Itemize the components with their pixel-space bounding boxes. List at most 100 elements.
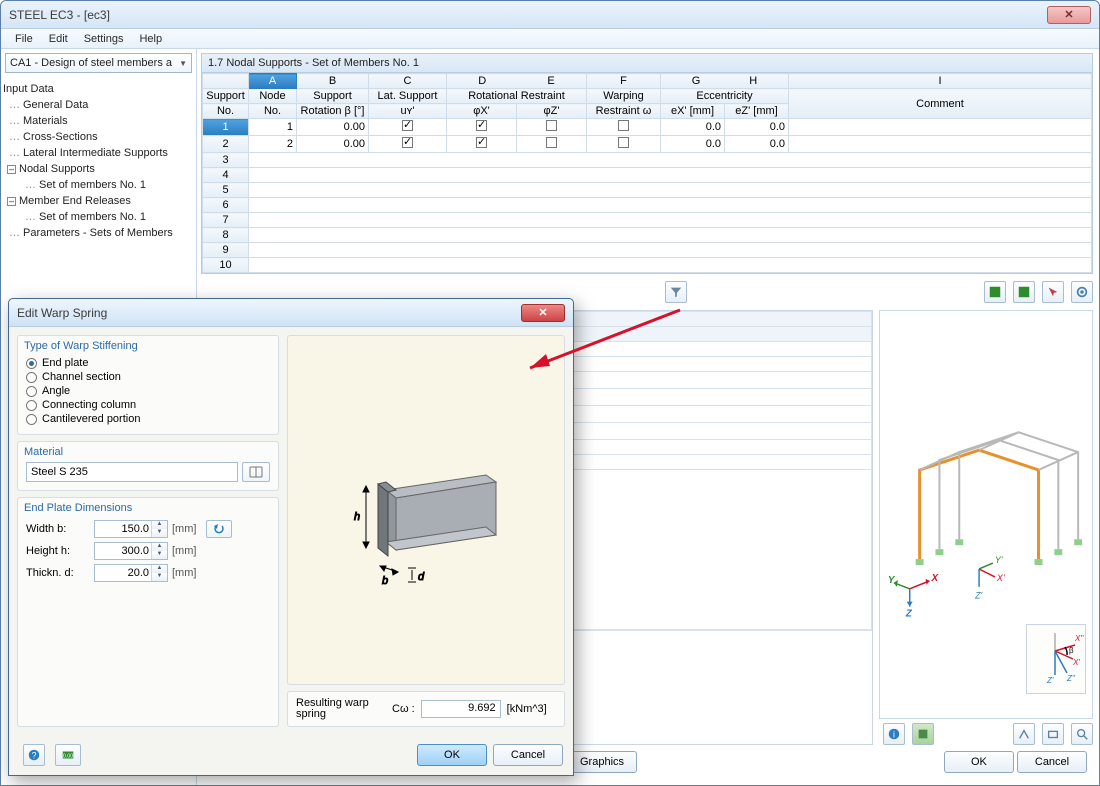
svg-text:d: d: [418, 571, 425, 583]
frame-button[interactable]: [1042, 723, 1064, 745]
menu-settings[interactable]: Settings: [76, 31, 132, 47]
tree-member-releases[interactable]: –Member End Releases: [3, 193, 194, 209]
axis-button[interactable]: [1013, 723, 1035, 745]
tree-general-data[interactable]: General Data: [3, 97, 194, 113]
spin-up-icon[interactable]: ▲: [152, 521, 167, 529]
graphics-button[interactable]: Graphics: [567, 751, 637, 773]
info-button[interactable]: i: [883, 723, 905, 745]
supports-grid[interactable]: A B C D E F G H I Support Node Suppo: [201, 73, 1093, 274]
spin-down-icon[interactable]: ▼: [152, 529, 167, 537]
menu-help[interactable]: Help: [131, 31, 170, 47]
tree-set-members-1a[interactable]: Set of members No. 1: [3, 177, 194, 193]
tree-root[interactable]: Input Data: [3, 81, 194, 97]
checkbox-icon[interactable]: [546, 120, 557, 131]
width-input[interactable]: [95, 521, 151, 537]
checkbox-icon[interactable]: [402, 120, 413, 131]
case-combo[interactable]: CA1 - Design of steel members a: [5, 53, 192, 73]
tree-set-members-1b[interactable]: Set of members No. 1: [3, 209, 194, 225]
tree-parameters[interactable]: Parameters - Sets of Members: [3, 225, 194, 241]
dimensions-group: End Plate Dimensions Width b: ▲▼ [mm] He…: [17, 497, 279, 727]
checkbox-icon[interactable]: [546, 137, 557, 148]
radio-icon[interactable]: [26, 372, 37, 383]
dialog-cancel-button[interactable]: Cancel: [493, 744, 563, 766]
spin-down-icon[interactable]: ▼: [152, 573, 167, 581]
grid-row-empty[interactable]: 9: [203, 243, 1092, 258]
col-c[interactable]: C: [369, 74, 447, 89]
main-cancel-button[interactable]: Cancel: [1017, 751, 1087, 773]
width-spinner[interactable]: ▲▼: [94, 520, 168, 538]
3d-viewport[interactable]: X Y Z X' Y' Z': [879, 310, 1093, 719]
option-angle[interactable]: Angle: [26, 384, 270, 398]
radio-icon[interactable]: [26, 414, 37, 425]
col-b[interactable]: B: [297, 74, 369, 89]
help-button[interactable]: ?: [23, 744, 45, 766]
grid-row-empty[interactable]: 5: [203, 183, 1092, 198]
pick-button[interactable]: [1042, 281, 1064, 303]
material-library-button[interactable]: [242, 462, 270, 482]
checkbox-icon[interactable]: [476, 120, 487, 131]
option-end-plate[interactable]: End plate: [26, 356, 270, 370]
checkbox-icon[interactable]: [476, 137, 487, 148]
tree-cross-sections[interactable]: Cross-Sections: [3, 129, 194, 145]
grid-row-empty[interactable]: 4: [203, 168, 1092, 183]
window-close-button[interactable]: ✕: [1047, 6, 1091, 24]
excel-import-button[interactable]: X: [1013, 281, 1035, 303]
window-title: STEEL EC3 - [ec3]: [9, 8, 110, 22]
spin-up-icon[interactable]: ▲: [152, 543, 167, 551]
zoom-button[interactable]: [1071, 723, 1093, 745]
svg-text:Z': Z': [1046, 676, 1054, 685]
col-g[interactable]: G H: [661, 74, 789, 89]
main-ok-button[interactable]: OK: [944, 751, 1014, 773]
grid-row-empty[interactable]: 7: [203, 213, 1092, 228]
tree-materials[interactable]: Materials: [3, 113, 194, 129]
material-input[interactable]: [26, 462, 238, 482]
tree-nodal-supports[interactable]: –Nodal Supports: [3, 161, 194, 177]
grid-row-empty[interactable]: 3: [203, 153, 1092, 168]
col-f[interactable]: F: [587, 74, 661, 89]
radio-icon[interactable]: [26, 358, 37, 369]
radio-icon[interactable]: [26, 400, 37, 411]
material-group: Material: [17, 441, 279, 491]
dim-height-label: Height h:: [26, 545, 90, 557]
warp-spring-dialog: Edit Warp Spring ✕ Type of Warp Stiffeni…: [8, 298, 574, 776]
filter-button[interactable]: [665, 281, 687, 303]
svg-text:X: X: [992, 289, 998, 298]
dialog-close-button[interactable]: ✕: [521, 304, 565, 322]
menu-edit[interactable]: Edit: [41, 31, 76, 47]
col-d[interactable]: D E: [447, 74, 587, 89]
dim-thick-row: Thickn. d: ▲▼ [mm]: [26, 562, 270, 584]
result-label: Resulting warp spring: [296, 698, 386, 720]
spin-down-icon[interactable]: ▼: [152, 551, 167, 559]
expand-icon[interactable]: –: [7, 165, 16, 174]
height-input[interactable]: [95, 543, 151, 559]
thick-input[interactable]: [95, 565, 151, 581]
checkbox-icon[interactable]: [618, 120, 629, 131]
grid-row-2[interactable]: 2 2 0.00 0.0 0.0: [203, 136, 1092, 153]
spin-up-icon[interactable]: ▲: [152, 565, 167, 573]
height-spinner[interactable]: ▲▼: [94, 542, 168, 560]
excel-export-button[interactable]: X: [984, 281, 1006, 303]
col-a[interactable]: A: [249, 74, 297, 89]
col-i[interactable]: I: [789, 74, 1092, 89]
dialog-ok-button[interactable]: OK: [417, 744, 487, 766]
option-channel[interactable]: Channel section: [26, 370, 270, 384]
show-button[interactable]: [912, 723, 934, 745]
radio-icon[interactable]: [26, 386, 37, 397]
thick-spinner[interactable]: ▲▼: [94, 564, 168, 582]
svg-text:Z'': Z'': [1066, 674, 1075, 683]
grid-row-empty[interactable]: 8: [203, 228, 1092, 243]
units-button[interactable]: 0.00: [55, 744, 81, 766]
expand-icon[interactable]: –: [7, 197, 16, 206]
checkbox-icon[interactable]: [402, 137, 413, 148]
checkbox-icon[interactable]: [618, 137, 629, 148]
view-button[interactable]: [1071, 281, 1093, 303]
grid-row-1[interactable]: 1 1 0.00 0.0 0.0: [203, 119, 1092, 136]
width-revert-button[interactable]: [206, 520, 232, 538]
grid-row-empty[interactable]: 6: [203, 198, 1092, 213]
grid-row-empty[interactable]: 10: [203, 258, 1092, 273]
option-cantilever[interactable]: Cantilevered portion: [26, 412, 270, 426]
menu-file[interactable]: File: [7, 31, 41, 47]
tree-lateral-supports[interactable]: Lateral Intermediate Supports: [3, 145, 194, 161]
nav-tree[interactable]: Input Data General Data Materials Cross-…: [1, 77, 196, 245]
option-column[interactable]: Connecting column: [26, 398, 270, 412]
